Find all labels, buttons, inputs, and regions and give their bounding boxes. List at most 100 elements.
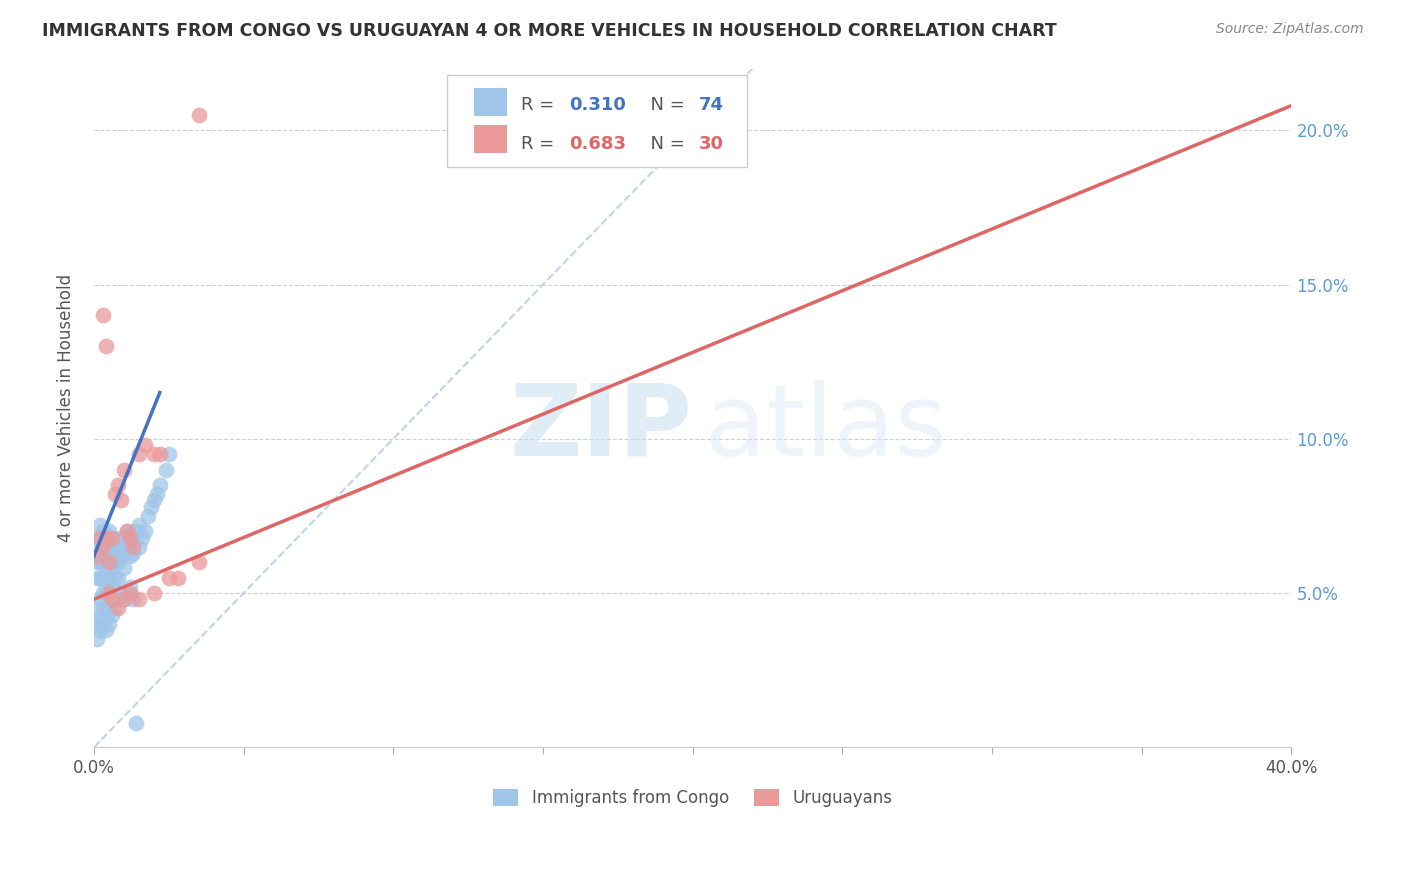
- Point: [134, 524, 156, 539]
- Point: [139, 500, 162, 514]
- Point: [97, 524, 120, 539]
- Point: [101, 561, 124, 575]
- Text: 74: 74: [699, 96, 724, 114]
- Point: [118, 549, 141, 563]
- Point: [104, 555, 127, 569]
- Point: [121, 592, 143, 607]
- Point: [187, 108, 209, 122]
- Point: [89, 531, 111, 545]
- Point: [128, 518, 150, 533]
- Text: 30: 30: [699, 136, 724, 153]
- Point: [112, 463, 135, 477]
- Point: [115, 524, 138, 539]
- Point: [121, 531, 143, 545]
- Point: [134, 438, 156, 452]
- Y-axis label: 4 or more Vehicles in Household: 4 or more Vehicles in Household: [58, 274, 75, 542]
- Point: [121, 540, 143, 554]
- Legend: Immigrants from Congo, Uruguayans: Immigrants from Congo, Uruguayans: [486, 782, 898, 814]
- Point: [97, 555, 120, 569]
- Point: [89, 555, 111, 569]
- Point: [142, 586, 165, 600]
- Point: [97, 571, 120, 585]
- Point: [107, 540, 129, 554]
- Point: [125, 524, 148, 539]
- Point: [115, 540, 138, 554]
- Point: [112, 561, 135, 575]
- Point: [110, 531, 132, 545]
- Point: [157, 447, 180, 461]
- Point: [101, 531, 124, 545]
- Point: [128, 447, 150, 461]
- Point: [94, 546, 117, 560]
- Point: [94, 580, 117, 594]
- Point: [91, 586, 114, 600]
- Text: atlas: atlas: [704, 380, 946, 477]
- Point: [118, 531, 141, 545]
- Point: [107, 601, 129, 615]
- Point: [94, 339, 117, 353]
- Point: [107, 555, 129, 569]
- Point: [101, 580, 124, 594]
- Point: [91, 540, 114, 554]
- Point: [97, 586, 120, 600]
- Point: [91, 571, 114, 585]
- Text: ZIP: ZIP: [510, 380, 693, 477]
- Point: [97, 555, 120, 569]
- Text: Source: ZipAtlas.com: Source: ZipAtlas.com: [1216, 22, 1364, 37]
- Point: [101, 546, 124, 560]
- Point: [110, 586, 132, 600]
- Point: [91, 524, 114, 539]
- Text: R =: R =: [522, 136, 561, 153]
- Point: [104, 571, 127, 585]
- Point: [128, 592, 150, 607]
- Point: [107, 571, 129, 585]
- Point: [142, 447, 165, 461]
- Point: [89, 611, 111, 625]
- Point: [107, 478, 129, 492]
- Point: [86, 531, 108, 545]
- Point: [86, 601, 108, 615]
- Point: [89, 571, 111, 585]
- Point: [112, 546, 135, 560]
- Text: N =: N =: [638, 136, 690, 153]
- Point: [89, 540, 111, 554]
- Point: [131, 531, 153, 545]
- Point: [97, 601, 120, 615]
- Text: R =: R =: [522, 96, 561, 114]
- Point: [97, 540, 120, 554]
- Point: [112, 531, 135, 545]
- Point: [146, 487, 169, 501]
- Point: [166, 571, 188, 585]
- Point: [101, 531, 124, 545]
- Point: [94, 607, 117, 622]
- Point: [86, 549, 108, 563]
- Point: [86, 632, 108, 647]
- Point: [91, 601, 114, 615]
- Point: [89, 623, 111, 637]
- Point: [136, 508, 159, 523]
- Text: 0.683: 0.683: [569, 136, 626, 153]
- Point: [112, 592, 135, 607]
- Point: [86, 555, 108, 569]
- Point: [118, 531, 141, 545]
- Point: [187, 555, 209, 569]
- Point: [94, 561, 117, 575]
- Point: [91, 540, 114, 554]
- Point: [118, 586, 141, 600]
- Point: [107, 592, 129, 607]
- Point: [115, 586, 138, 600]
- Point: [121, 546, 143, 560]
- Point: [91, 309, 114, 323]
- Point: [104, 601, 127, 615]
- Point: [94, 623, 117, 637]
- Point: [91, 616, 114, 631]
- Bar: [474, 88, 508, 117]
- Point: [101, 592, 124, 607]
- Point: [112, 592, 135, 607]
- Point: [94, 531, 117, 545]
- Point: [91, 555, 114, 569]
- Point: [97, 616, 120, 631]
- Point: [104, 540, 127, 554]
- Point: [86, 616, 108, 631]
- Point: [155, 463, 177, 477]
